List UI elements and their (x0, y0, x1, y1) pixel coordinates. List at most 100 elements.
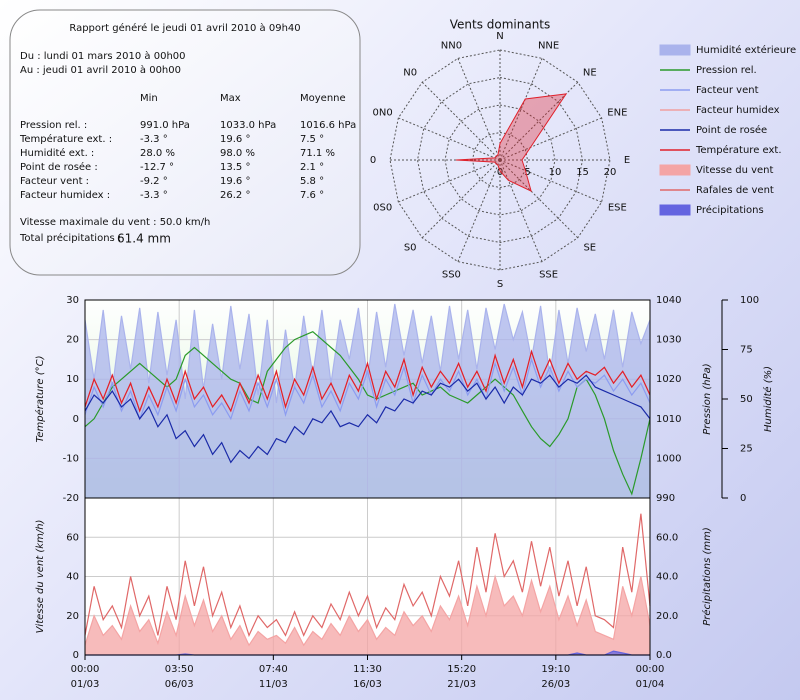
rose-area (455, 93, 568, 193)
legend-swatch (659, 164, 691, 176)
table-cell: -3.3 ° (140, 134, 168, 145)
direction-label: ESE (608, 202, 627, 213)
y2-tick-label: 40.0 (656, 572, 678, 583)
table-cell: 19.6 ° (220, 134, 250, 145)
y3-tick-label: 25 (740, 444, 753, 455)
table-cell: -3.3 ° (140, 190, 168, 201)
table-cell: 7.5 ° (300, 134, 324, 145)
series-line (84, 349, 651, 413)
y2-tick-label: 1040 (656, 295, 681, 306)
table-cell: -12.7 ° (140, 162, 174, 173)
y3-tick-label: 75 (740, 345, 753, 356)
area-line (84, 303, 651, 404)
rose-title: Vents dominants (450, 18, 551, 32)
direction-label: NE (583, 67, 597, 78)
y-tick-label: 30 (66, 295, 79, 306)
rose-spoke (398, 117, 501, 161)
direction-label: S0 (404, 243, 417, 254)
series-line (84, 331, 651, 496)
legend-label: Humidité extérieure (696, 44, 796, 56)
report-precip-value: 61.4 mm (117, 232, 171, 246)
rose-ring (444, 104, 556, 216)
report-title: Rapport généré le jeudi 01 avril 2010 à … (69, 22, 300, 34)
direction-label: N (496, 31, 503, 42)
direction-label: 0N0 (373, 108, 393, 119)
legend-label: Facteur vent (696, 85, 759, 96)
area-fill (85, 304, 650, 498)
x-tick-date: 01/03 (71, 679, 100, 690)
y3-tick-label: 0 (740, 493, 746, 504)
y-tick-label: -10 (63, 453, 79, 464)
table-cell: 1016.6 hPa (300, 120, 356, 131)
y2-tick-label: 1020 (656, 374, 681, 385)
y-axis-title: Température (°C) (34, 356, 46, 443)
y2-axis-title: Pression (hPa) (702, 363, 713, 434)
legend-label: Rafales de vent (696, 185, 774, 196)
table-cell: 991.0 hPa (140, 120, 190, 131)
area-fill (85, 576, 650, 655)
direction-label: 0S0 (373, 202, 392, 213)
direction-label: 0 (370, 155, 376, 166)
y-tick-label: 40 (66, 572, 79, 583)
y2-tick-label: 1000 (656, 453, 681, 464)
table-cell: 26.2 ° (220, 190, 250, 201)
y3-tick-label: 100 (740, 295, 759, 306)
legend-label: Pression rel. (696, 65, 757, 76)
rose-spoke (421, 159, 501, 239)
table-cell: 1033.0 hPa (220, 120, 276, 131)
row-label: Humidité ext. : (20, 147, 94, 159)
y2-tick-label: 20.0 (656, 611, 678, 622)
table-cell: -9.2 ° (140, 176, 168, 187)
table-cell: 71.1 % (300, 148, 335, 159)
series-line (84, 513, 651, 638)
y3-axis-title: Humidité (%) (762, 366, 774, 432)
y-tick-label: 20 (66, 611, 79, 622)
table-cell: 2.1 ° (300, 162, 324, 173)
legend-label: Vitesse du vent (696, 165, 773, 176)
y2-tick-label: 60.0 (656, 532, 678, 543)
report-precip-label: Total précipitations : (19, 232, 121, 244)
direction-label: ENE (607, 108, 627, 119)
legend-swatch (659, 44, 691, 56)
y-tick-label: -20 (63, 493, 79, 504)
report-box (9, 9, 361, 276)
row-label: Point de rosée : (20, 161, 98, 173)
table-cell: 5.8 ° (300, 176, 324, 187)
x-tick-label: 19:10 (541, 664, 570, 675)
series-line (84, 374, 651, 464)
y-tick-label: 10 (66, 374, 79, 385)
y-axis-title: Vitesse du vent (km/h) (35, 520, 46, 634)
column-header: Moyenne (300, 93, 346, 104)
row-label: Facteur vent : (20, 176, 89, 187)
direction-label: NNE (538, 40, 559, 51)
row-label: Température ext. : (19, 133, 112, 145)
x-tick-date: 16/03 (353, 679, 382, 690)
report-max-wind: Vitesse maximale du vent : 50.0 km/h (20, 217, 210, 228)
legend-label: Précipitations (696, 204, 764, 216)
direction-label: NN0 (441, 40, 462, 51)
r-tick-label: 10 (549, 167, 562, 178)
direction-label: SSE (539, 270, 558, 281)
r-tick-label: 15 (576, 167, 589, 178)
x-tick-label: 11:30 (353, 664, 382, 675)
legend-label: Facteur humidex (696, 105, 780, 116)
direction-label: N0 (403, 67, 417, 78)
y2-tick-label: 1010 (656, 414, 681, 425)
table-cell: 28.0 % (140, 148, 175, 159)
rose-ring (416, 76, 584, 244)
y-tick-label: 0 (73, 414, 79, 425)
x-tick-label: 15:20 (447, 664, 476, 675)
report-to: Au : jeudi 01 avril 2010 à 00h00 (20, 64, 181, 76)
area-line (84, 574, 651, 647)
report-from: Du : lundi 01 mars 2010 à 00h00 (20, 50, 186, 62)
table-cell: 98.0 % (220, 148, 255, 159)
table-cell: 19.6 ° (220, 176, 250, 187)
direction-label: SS0 (442, 270, 461, 281)
x-tick-label: 00:00 (636, 664, 665, 675)
direction-label: E (624, 155, 630, 166)
row-label: Facteur humidex : (20, 190, 110, 201)
table-cell: 13.5 ° (220, 162, 250, 173)
x-tick-label: 07:40 (259, 664, 288, 675)
